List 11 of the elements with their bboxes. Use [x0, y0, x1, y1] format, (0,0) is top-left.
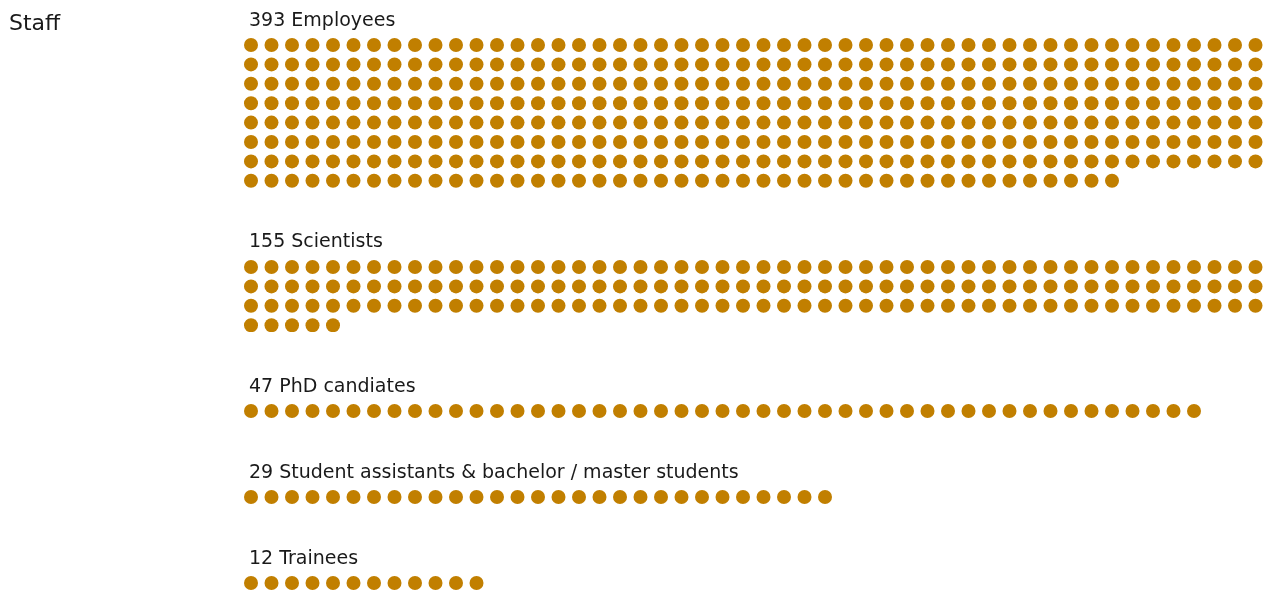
data-label: 12 — [249, 545, 274, 568]
data-label: 155 — [249, 229, 286, 252]
data-label: 29 — [249, 459, 274, 482]
category-label: Employees — [291, 7, 396, 30]
category-label: Scientists — [291, 229, 383, 252]
data-label: 47 — [249, 373, 274, 396]
data-label: 393 — [249, 7, 286, 30]
category-label: Student assistants & bachelor / master students — [279, 459, 739, 482]
category-label: PhD candiates — [279, 373, 416, 396]
category-label: Trainees — [278, 545, 359, 568]
text: Staff — [9, 9, 62, 35]
